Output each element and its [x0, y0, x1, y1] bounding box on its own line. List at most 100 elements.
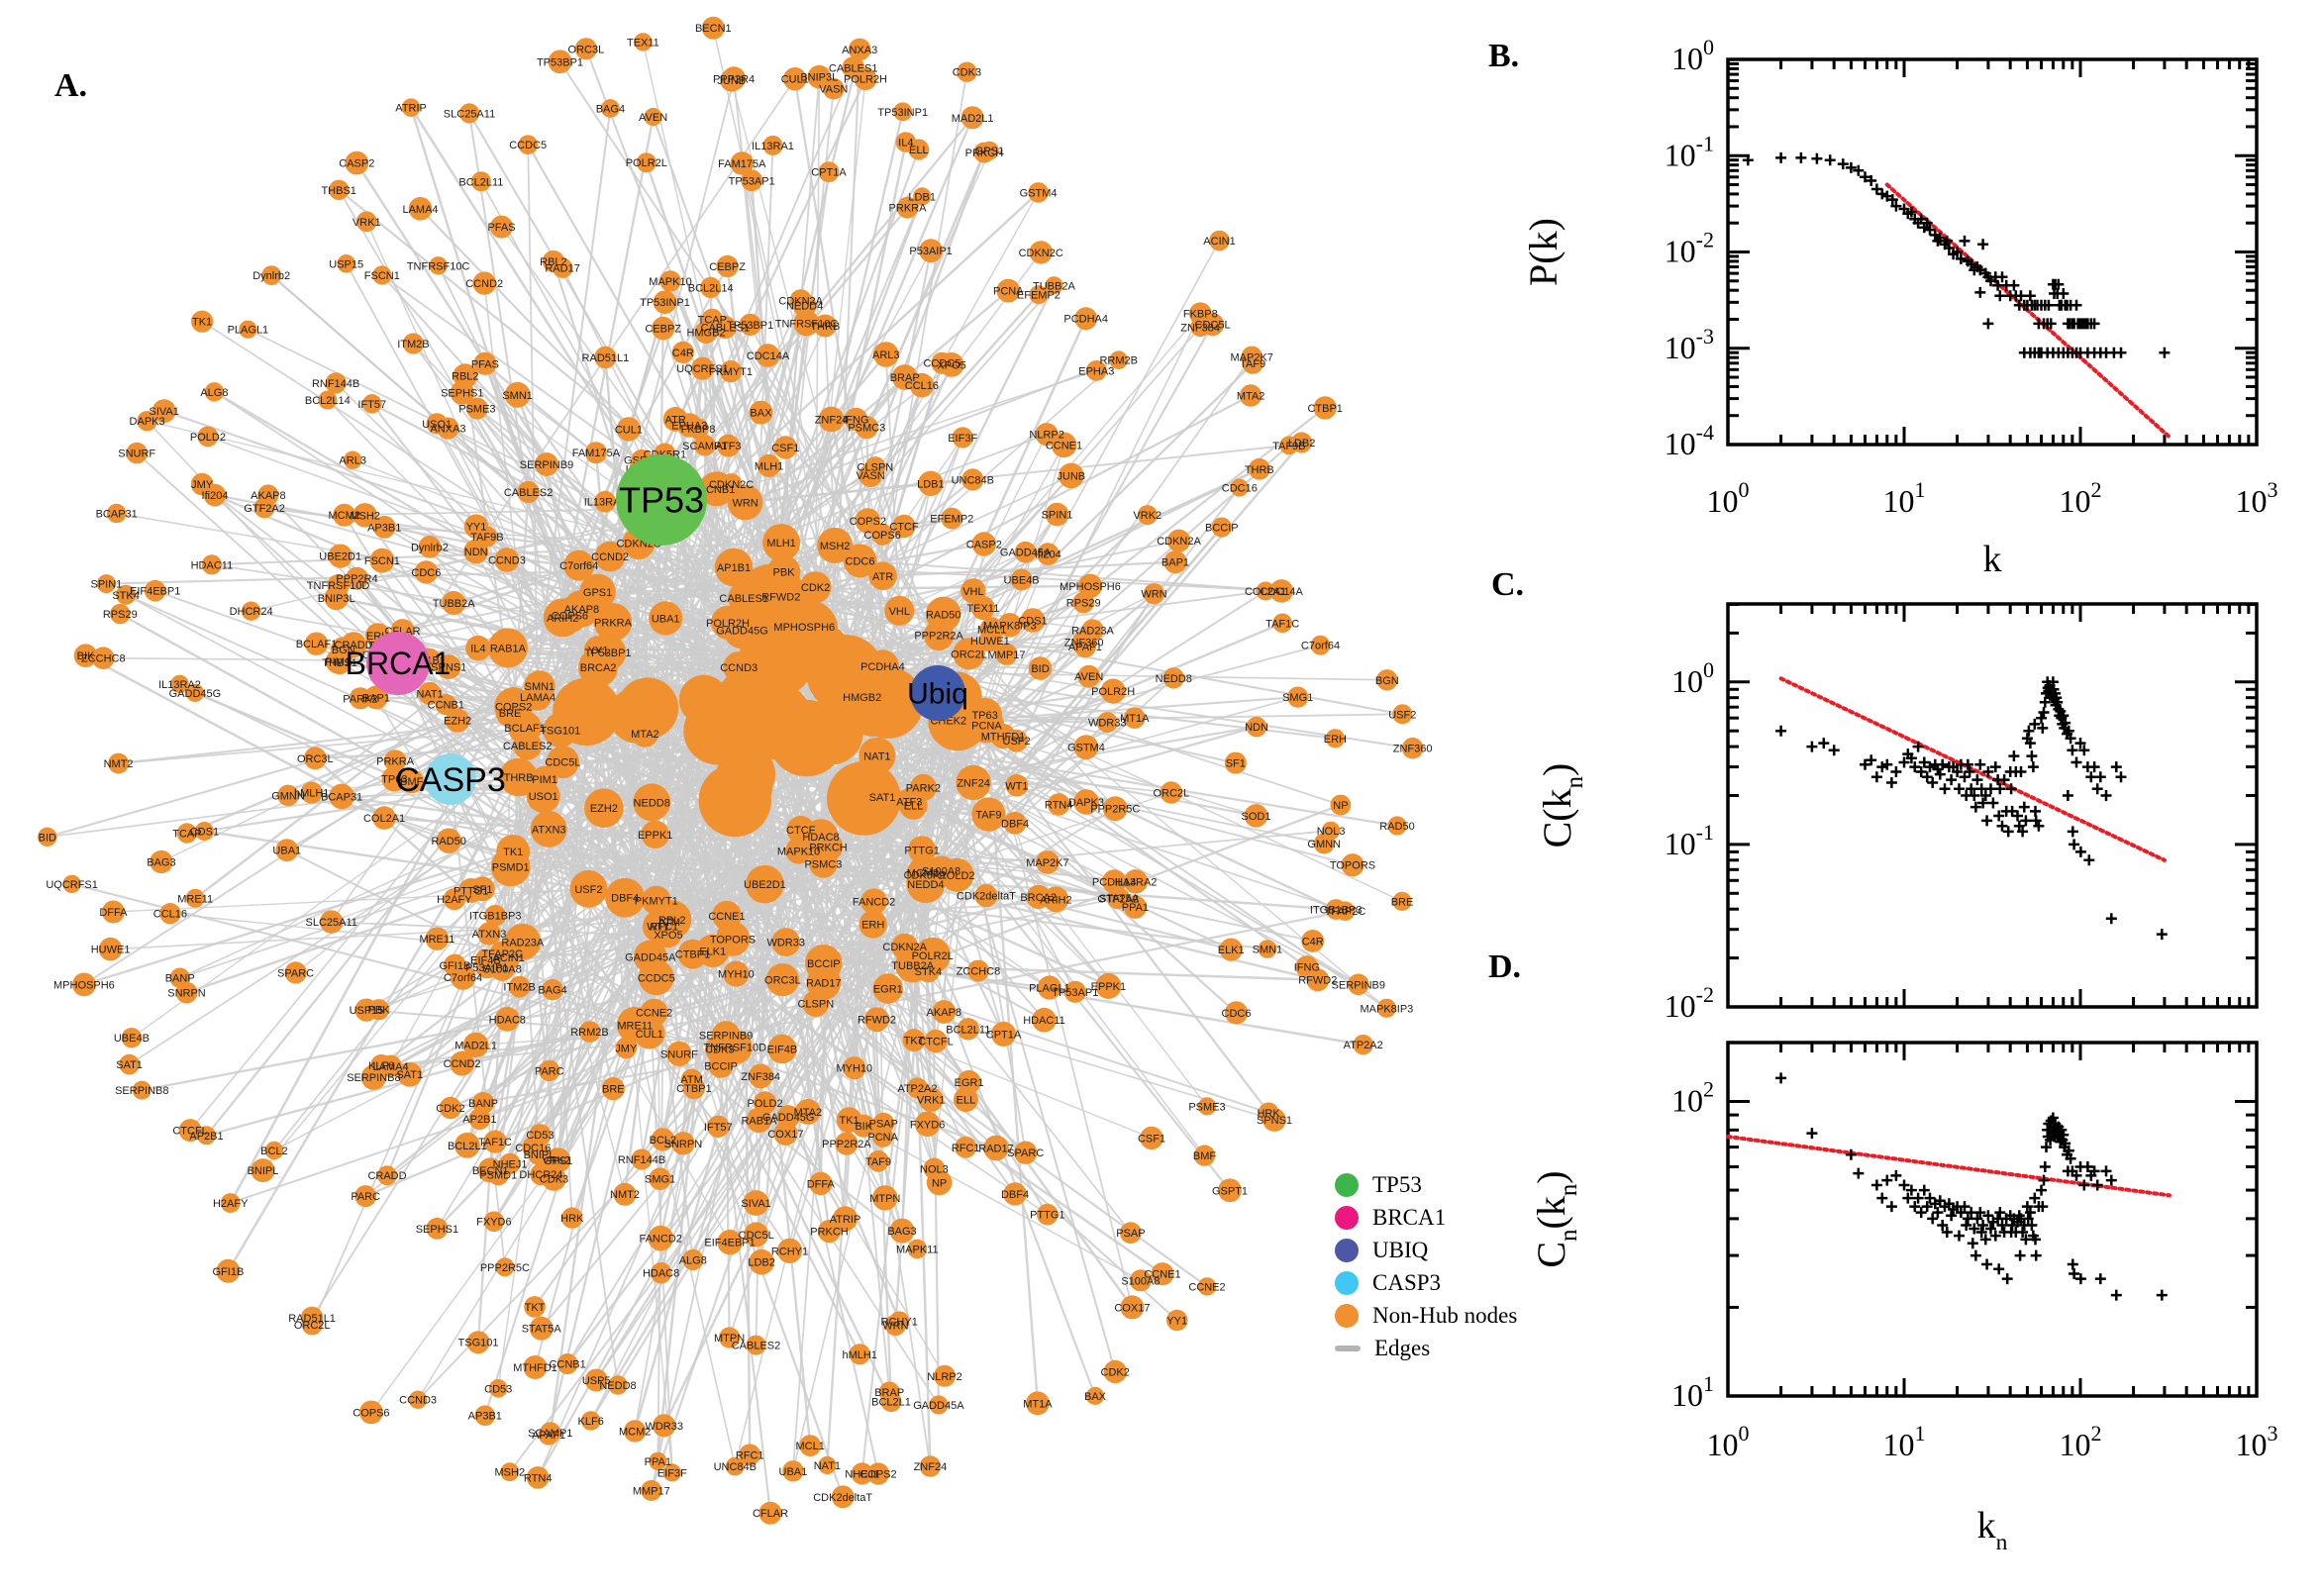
svg-text:ELL: ELL	[904, 801, 924, 813]
svg-text:YY1: YY1	[588, 645, 609, 656]
svg-text:PPA1: PPA1	[645, 1456, 671, 1468]
svg-text:UBE4B: UBE4B	[114, 1033, 150, 1045]
chart-B: 100 10-1 10-2 10-3 10-4 100 101 102 103 P(k) k	[1521, 35, 2278, 580]
svg-text:TAF9B: TAF9B	[1272, 441, 1305, 452]
svg-text:POLR2H: POLR2H	[706, 618, 750, 630]
svg-text:PCDHA4: PCDHA4	[860, 661, 905, 673]
svg-text:CABLES1: CABLES1	[701, 323, 751, 335]
svg-text:THBS1: THBS1	[322, 657, 356, 669]
svg-text:LAMA4: LAMA4	[520, 692, 556, 704]
svg-text:SF1: SF1	[472, 884, 492, 896]
svg-text:POLR2L: POLR2L	[626, 157, 667, 169]
svg-text:PTTG1: PTTG1	[454, 885, 488, 897]
svg-text:GADD45G: GADD45G	[762, 1112, 815, 1124]
svg-text:PTTG1: PTTG1	[1030, 1210, 1064, 1222]
svg-text:PARK2: PARK2	[906, 782, 941, 794]
svg-text:CCL16: CCL16	[905, 380, 939, 392]
svg-text:102: 102	[1671, 1077, 1714, 1119]
svg-text:EFEMP2: EFEMP2	[930, 514, 973, 526]
svg-text:Ifi204: Ifi204	[1035, 549, 1061, 561]
svg-text:THRB: THRB	[1245, 464, 1274, 476]
svg-text:HUWE1: HUWE1	[91, 945, 131, 956]
svg-text:PKMYT1: PKMYT1	[635, 895, 678, 907]
ppi-network-panel: PTTG1 ELL DBF4 CUL1 POLD2 FXYD6 PCDHA4 LAMA4 CDK…	[38, 16, 1432, 1525]
svg-text:PPP2R2A: PPP2R2A	[822, 1139, 871, 1150]
svg-text:CCND3: CCND3	[399, 1395, 437, 1407]
svg-text:RNF144B: RNF144B	[312, 378, 359, 390]
svg-text:RAD50: RAD50	[926, 609, 960, 621]
chart-C: 100 10-1 10-2 C(kn)	[1535, 602, 2259, 1024]
svg-text:NOL3: NOL3	[1317, 826, 1346, 838]
svg-text:TKT: TKT	[525, 1302, 546, 1314]
svg-text:PLAGL1: PLAGL1	[1029, 983, 1070, 995]
svg-text:USP5: USP5	[582, 1375, 611, 1387]
svg-text:BCCIP: BCCIP	[1205, 523, 1239, 535]
svg-text:BAG4: BAG4	[596, 104, 625, 116]
svg-text:CTCFL: CTCFL	[172, 1126, 207, 1138]
svg-text:RAD17: RAD17	[545, 263, 579, 275]
svg-text:HDAC8: HDAC8	[802, 832, 839, 844]
svg-text:PRKCH: PRKCH	[809, 842, 848, 853]
node-swatch-icon	[1335, 1205, 1359, 1230]
svg-text:CDK2: CDK2	[801, 582, 830, 594]
svg-text:MTHFD1: MTHFD1	[981, 732, 1026, 744]
svg-text:EIF4EBP1: EIF4EBP1	[704, 1238, 755, 1249]
svg-text:BRCA2: BRCA2	[580, 662, 617, 674]
svg-text:PFAS: PFAS	[487, 222, 515, 234]
svg-text:BCAP31: BCAP31	[321, 791, 362, 803]
svg-text:GMNN: GMNN	[271, 790, 305, 802]
svg-text:ORC3L: ORC3L	[568, 44, 605, 55]
svg-text:LAMA4: LAMA4	[402, 204, 438, 216]
svg-text:CABLES2: CABLES2	[504, 487, 554, 499]
svg-text:BCLAF1: BCLAF1	[296, 639, 338, 650]
svg-text:GSTM4: GSTM4	[1067, 743, 1105, 754]
svg-text:CCDC5: CCDC5	[638, 972, 675, 984]
svg-text:USF2: USF2	[1003, 736, 1031, 748]
svg-text:ATP2A2: ATP2A2	[897, 1083, 937, 1095]
svg-text:COPS2: COPS2	[850, 516, 886, 528]
svg-text:BCL2L11: BCL2L11	[946, 1024, 990, 1036]
svg-text:IFNG: IFNG	[1294, 962, 1320, 974]
svg-text:PCDHA4: PCDHA4	[1063, 314, 1108, 326]
svg-text:SNRPN: SNRPN	[664, 1139, 703, 1150]
svg-text:H2AFY: H2AFY	[213, 1198, 249, 1210]
svg-text:UBE2D1: UBE2D1	[744, 879, 786, 891]
svg-text:CCNB1: CCNB1	[428, 700, 464, 712]
svg-text:POLD2: POLD2	[748, 1098, 783, 1110]
svg-text:DAPK3: DAPK3	[1068, 797, 1104, 809]
svg-text:IFT57: IFT57	[357, 399, 386, 411]
svg-text:RAD50: RAD50	[1379, 821, 1414, 833]
svg-text:ELL: ELL	[957, 1095, 976, 1107]
svg-text:MSH2: MSH2	[820, 541, 851, 552]
svg-text:RTN4: RTN4	[1045, 799, 1073, 811]
svg-text:Ubiq: Ubiq	[907, 678, 968, 711]
svg-text:AP1B1: AP1B1	[717, 562, 751, 574]
svg-text:MAPK11: MAPK11	[896, 1244, 939, 1255]
svg-text:100: 100	[1707, 1421, 1750, 1462]
svg-text:CUL1: CUL1	[781, 74, 809, 86]
svg-text:PIM1: PIM1	[532, 774, 557, 786]
svg-text:BCCIP: BCCIP	[704, 1060, 738, 1072]
panel-b-label: B.	[1488, 38, 1520, 74]
svg-text:TP53BP1: TP53BP1	[727, 320, 773, 332]
svg-text:CDKN2C: CDKN2C	[1019, 248, 1063, 259]
svg-text:SMN1: SMN1	[1253, 945, 1283, 956]
svg-text:TOPORS: TOPORS	[1330, 860, 1375, 872]
svg-text:DFFA: DFFA	[99, 907, 128, 919]
svg-text:BCAP31: BCAP31	[96, 509, 138, 521]
svg-text:TSG101: TSG101	[540, 725, 580, 737]
svg-text:MYH10: MYH10	[836, 1063, 872, 1075]
svg-text:GFI1B: GFI1B	[440, 960, 471, 972]
svg-text:RFWD2: RFWD2	[858, 1015, 896, 1027]
svg-text:VRK2: VRK2	[542, 1154, 570, 1166]
svg-text:GADD45G: GADD45G	[716, 625, 768, 637]
svg-text:NHEJ1: NHEJ1	[493, 1158, 528, 1170]
svg-text:CASP2: CASP2	[339, 158, 374, 170]
svg-text:CABLES2: CABLES2	[732, 1341, 781, 1352]
legend-item-casp3: CASP3	[1335, 1266, 1563, 1299]
svg-text:CABLES1: CABLES1	[829, 62, 878, 74]
svg-text:NP: NP	[932, 1177, 947, 1189]
svg-text:EZH2: EZH2	[590, 803, 618, 815]
svg-text:NHEJ1: NHEJ1	[845, 1468, 879, 1480]
